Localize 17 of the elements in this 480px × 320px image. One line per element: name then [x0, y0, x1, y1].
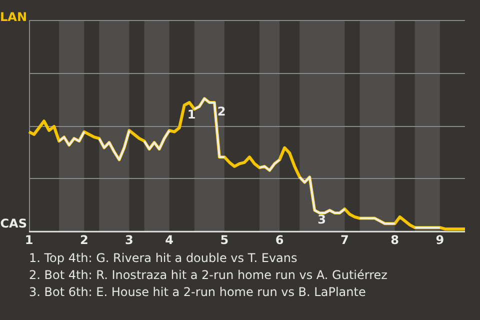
text: 2. Bot 4th: R. Inostraza hit a 2-run home run vs A. Gutiérrez: [29, 267, 388, 284]
x-tick-label: 2: [80, 232, 88, 247]
x-tick-label: 1: [24, 232, 34, 247]
x-tick-label: 7: [340, 232, 349, 247]
text: 1. Top 4th: G. Rivera hit a double vs T. Evans: [29, 250, 298, 267]
text: LAN: [0, 10, 27, 24]
annotation: 2: [217, 104, 226, 119]
text: 3. Bot 6th: E. House hit a 2-run home run vs B. LaPlante: [29, 284, 367, 301]
x-tick-label: 5: [220, 232, 229, 247]
annotation: 3: [318, 212, 326, 226]
text: CAS: [0, 216, 27, 231]
annotation: 1: [187, 107, 196, 122]
x-tick-label: 3: [125, 232, 134, 247]
x-tick-label: 9: [436, 232, 444, 247]
x-tick-label: 4: [165, 232, 174, 247]
x-tick-label: 8: [390, 232, 400, 247]
x-tick-label: 6: [275, 232, 284, 247]
